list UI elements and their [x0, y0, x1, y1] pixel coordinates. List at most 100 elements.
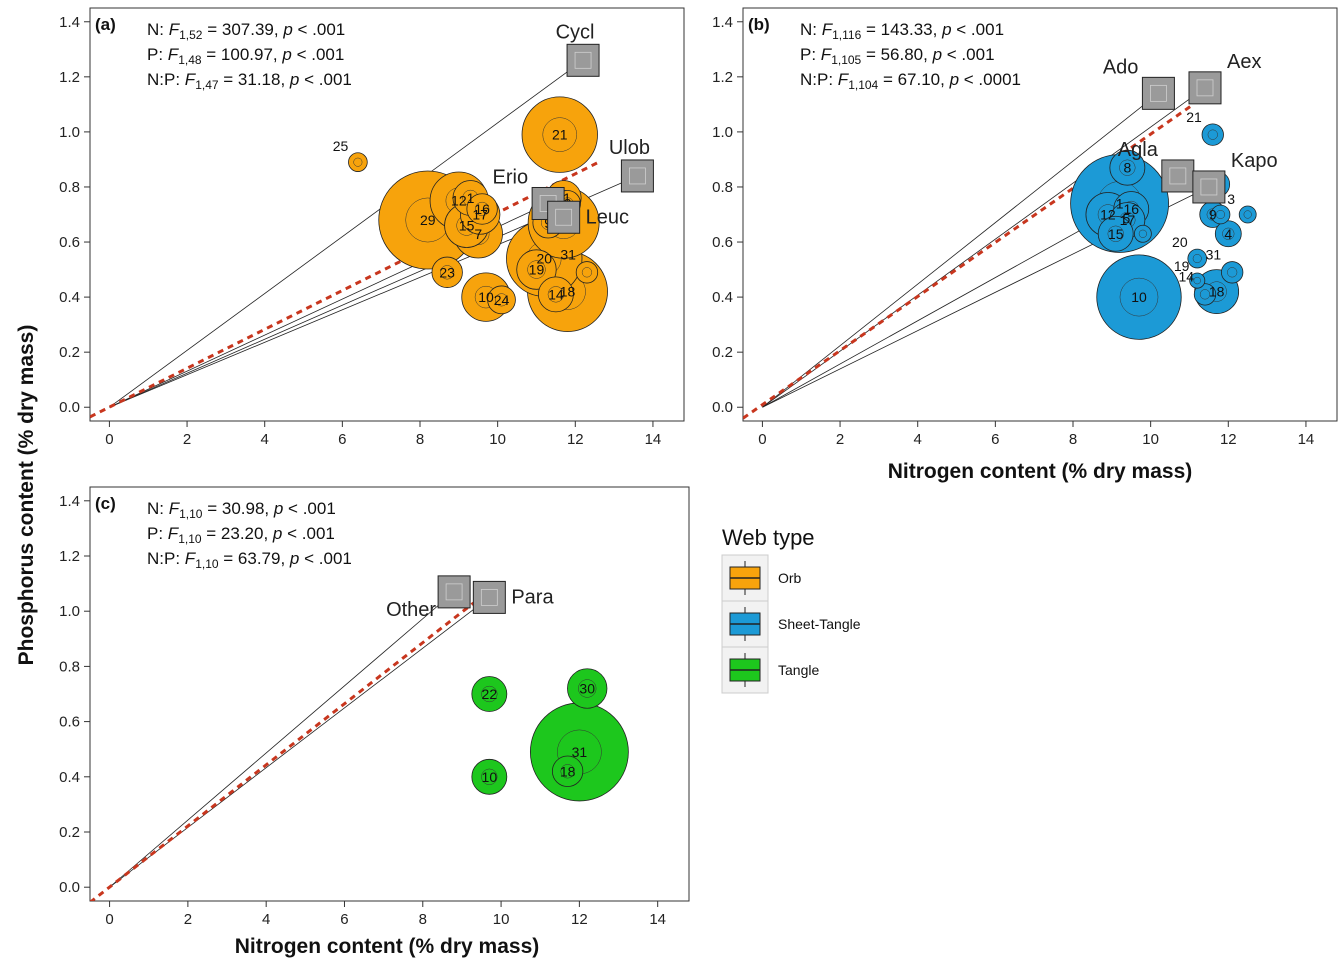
- point-label: 1: [467, 190, 475, 206]
- x-tick-label: 6: [340, 911, 348, 928]
- x-tick-label: 12: [567, 431, 584, 448]
- y-tick-label: 0.0: [59, 399, 80, 416]
- point-label: 16: [1123, 201, 1139, 217]
- taxon-box-inner: [1200, 178, 1218, 196]
- point-label: 17: [1120, 212, 1136, 228]
- stat-f: F: [168, 45, 180, 64]
- x-tick-label: 14: [645, 431, 662, 448]
- point-label: 10: [482, 769, 498, 785]
- x-tick-label: 6: [991, 431, 999, 448]
- point-label: 18: [560, 284, 576, 300]
- x-tick-label: 6: [338, 431, 346, 448]
- bubble-inner-ring: [1243, 210, 1252, 219]
- stat-line: N:P: F1,47 = 31.18, p < .001: [147, 70, 352, 92]
- taxon-box-inner: [445, 583, 463, 601]
- taxon-mean-box: [1188, 71, 1222, 105]
- taxon-mean-box: [1141, 76, 1175, 110]
- point-label: 20: [1172, 234, 1188, 250]
- stat-p-value: < .001: [942, 45, 994, 64]
- taxon-box-inner: [555, 208, 573, 226]
- stat-df: 1,10: [178, 532, 202, 546]
- data-bubble: [431, 256, 463, 288]
- stat-prefix: N:P:: [800, 70, 838, 89]
- point-label: 15: [459, 218, 475, 234]
- stat-p-value: < .001: [283, 499, 335, 518]
- taxon-mean-box: [566, 43, 600, 77]
- data-bubble: [537, 276, 574, 313]
- data-bubble: [1238, 205, 1257, 224]
- stat-line: N:P: F1,10 = 63.79, p < .001: [147, 549, 352, 571]
- taxon-label: Ulob: [609, 137, 650, 159]
- stat-value: = 31.18,: [219, 70, 290, 89]
- bubble-inner-ring: [527, 260, 546, 279]
- stat-prefix: N:P:: [147, 549, 185, 568]
- x-tick-label: 12: [1220, 431, 1237, 448]
- x-tick-label: 10: [493, 911, 510, 928]
- x-tick-label: 8: [416, 431, 424, 448]
- taxon-box-inner: [1169, 167, 1187, 185]
- stoichiometry-line: [90, 160, 600, 419]
- y-tick-label: 1.0: [712, 124, 733, 141]
- bubble-inner-ring: [353, 157, 363, 167]
- stat-value: = 30.98,: [202, 499, 273, 518]
- taxon-box-inner: [1196, 79, 1214, 97]
- panel-c: 0 2 4 6 8 10 12 14 0.0 0.2 0.4 0.6 0.8 1.0 1.2 1.4 22 30 1…: [59, 486, 690, 928]
- data-bubble: [567, 668, 608, 709]
- data-bubble: [1210, 204, 1231, 225]
- legend-title: Web type: [722, 525, 815, 550]
- stat-f: F: [185, 549, 197, 568]
- bubble-inner-ring: [1222, 227, 1235, 240]
- x-tick-label: 12: [571, 911, 588, 928]
- x-tick-label: 0: [105, 431, 113, 448]
- stat-prefix: N:: [147, 499, 169, 518]
- stat-p: p: [282, 20, 292, 39]
- y-tick-label: 0.4: [59, 289, 80, 306]
- point-label: 12: [1100, 207, 1116, 223]
- stat-value: = 67.10,: [878, 70, 949, 89]
- stat-p: p: [932, 45, 942, 64]
- stat-line: N:P: F1,104 = 67.10, p < .0001: [800, 70, 1021, 92]
- point-label: 3: [1227, 191, 1235, 207]
- bubble-inner-ring: [1227, 267, 1238, 278]
- x-tick-label: 10: [1142, 431, 1159, 448]
- taxon-box-inner: [629, 167, 646, 185]
- bubble-inner-ring: [1199, 289, 1211, 300]
- plot-frame: [742, 7, 1338, 422]
- stat-prefix: N:P:: [147, 70, 185, 89]
- x-tick-label: 4: [262, 911, 270, 928]
- x-tick-label: 4: [261, 431, 269, 448]
- x-tick-label: 14: [1298, 431, 1315, 448]
- point-label: 24: [494, 292, 510, 308]
- stat-f: F: [185, 70, 197, 89]
- y-axis-title: Phosphorus content (% dry mass): [15, 325, 38, 666]
- plot-frame: [89, 486, 690, 902]
- y-tick-label: 0.4: [59, 769, 80, 786]
- point-label: 1: [1116, 195, 1124, 211]
- stat-df: 1,116: [832, 28, 861, 42]
- data-bubble: [487, 285, 516, 315]
- stat-f: F: [169, 499, 181, 518]
- stat-p: p: [289, 70, 299, 89]
- x-axis-title-c: Nitrogen content (% dry mass): [235, 935, 540, 958]
- point-label: 21: [552, 127, 568, 143]
- y-tick-label: 0.0: [59, 879, 80, 896]
- y-tick-label: 0.8: [59, 179, 80, 196]
- legend-label: Orb: [778, 570, 802, 586]
- point-label: 17: [472, 207, 488, 223]
- taxon-label: Kapo: [1231, 150, 1278, 172]
- point-label: 23: [439, 264, 455, 280]
- stat-line: N: F1,116 = 143.33, p < .001: [800, 20, 1004, 42]
- y-tick-label: 0.6: [59, 714, 80, 731]
- point-label: 31: [560, 247, 576, 263]
- bubble-inner-ring: [1192, 254, 1202, 264]
- stat-value: = 56.80,: [861, 45, 932, 64]
- point-label: 7: [474, 226, 482, 242]
- point-label: 29: [420, 212, 436, 228]
- x-tick-label: 2: [184, 911, 192, 928]
- taxon-ratio-line: [109, 597, 490, 888]
- stat-p-value: < .001: [282, 524, 334, 543]
- panel-a: 0 2 4 6 8 10 12 140.00.20.40.60.81.01.21.425212…: [59, 7, 685, 448]
- y-tick-label: 0.8: [712, 179, 733, 196]
- point-label: 18: [560, 763, 576, 779]
